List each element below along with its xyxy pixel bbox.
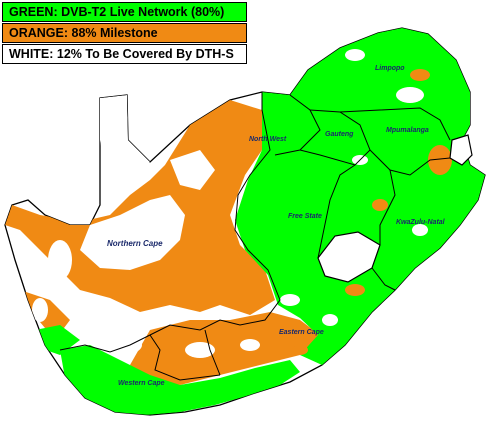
orange-patch [372,199,388,211]
region-label-northern-cape: Northern Cape [107,239,163,248]
orange-patch [292,345,308,355]
orange-patch [345,284,365,296]
green-coverage-west [35,325,300,415]
white-area [345,49,365,61]
orange-patch [428,145,452,175]
province-boundaries [59,92,451,381]
region-label-limpopo: Limpopo [375,65,405,72]
region-label-gauteng: Gauteng [325,131,354,138]
region-label-eastern-cape: Eastern Cape [279,329,324,336]
eswatini [449,134,473,166]
white-area [280,294,300,306]
white-area [322,314,338,326]
white-area [48,240,72,280]
region-label-north-west: North West [249,136,287,143]
green-coverage [235,28,485,365]
white-area [185,342,215,358]
orange-patch [410,69,430,81]
region-label-kwazulu-natal: KwaZulu-Natal [396,219,446,226]
region-label-mpumalanga: Mpumalanga [386,127,429,134]
white-area [32,298,48,322]
legend-white: WHITE: 12% To Be Covered By DTH-S [2,44,247,64]
legend-green: GREEN: DVB-T2 Live Network (80%) [2,2,247,22]
white-area [396,87,424,103]
white-area-northern-cape [80,195,185,270]
legend-orange: ORANGE: 88% Milestone [2,23,247,43]
orange-coverage-south [130,312,320,385]
white-area [412,224,428,236]
region-label-free-state: Free State [288,213,322,220]
lesotho [317,231,381,283]
white-area [170,150,215,190]
white-area [100,95,150,175]
region-label-western-cape: Western Cape [118,380,165,387]
white-area [240,339,260,351]
